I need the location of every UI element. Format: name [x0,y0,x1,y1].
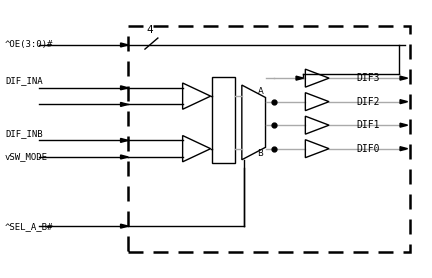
Bar [128,26,410,252]
Polygon shape [121,138,128,142]
Polygon shape [296,76,304,80]
Polygon shape [242,85,266,160]
Text: DIF1: DIF1 [356,120,379,130]
Polygon shape [121,224,128,228]
Text: A: A [257,87,264,96]
Polygon shape [400,100,408,104]
Text: ^OE(3:0)#: ^OE(3:0)# [5,41,54,49]
Text: B: B [257,149,264,158]
Text: DIF_INA: DIF_INA [5,76,43,85]
Text: DIF0: DIF0 [356,144,379,154]
Bar [212,77,235,163]
Polygon shape [400,147,408,151]
Text: DIF3: DIF3 [356,73,379,83]
Text: DIF_INB: DIF_INB [5,129,43,138]
Polygon shape [121,43,128,47]
Polygon shape [400,76,408,80]
Polygon shape [121,86,128,90]
Polygon shape [400,123,408,127]
Text: 4: 4 [146,25,152,35]
Polygon shape [121,155,128,159]
Text: ^SEL_A_B#: ^SEL_A_B# [5,222,54,231]
Polygon shape [121,103,128,106]
Text: vSW_MODE: vSW_MODE [5,152,48,162]
Text: DIF2: DIF2 [356,97,379,107]
